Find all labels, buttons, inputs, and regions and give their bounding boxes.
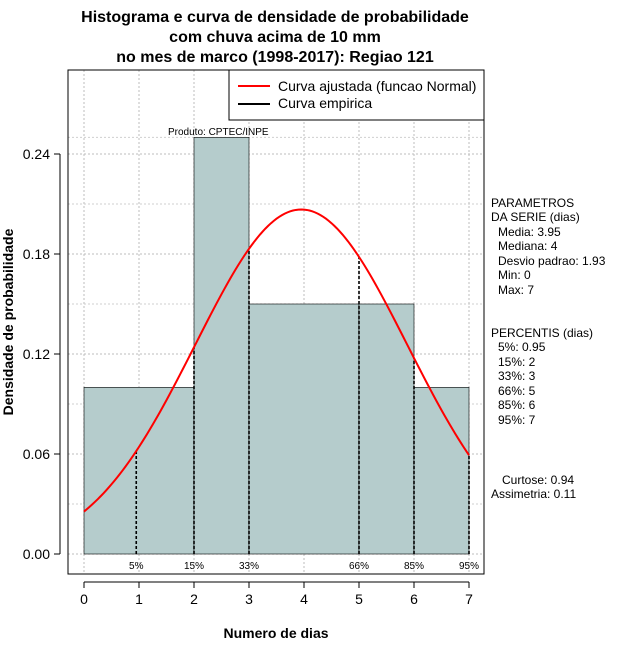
- legend: Curva ajustada (funcao Normal) Curva emp…: [228, 69, 485, 121]
- percentis-header: PERCENTIS (dias): [491, 326, 593, 340]
- chart-title-line-2: com chuva acima de 10 mm: [169, 29, 381, 46]
- assimetria: Assimetria: 0.11: [491, 487, 576, 501]
- percentil-5: 5%: 0.95: [498, 340, 546, 354]
- percentile-lines: 5% 15% 33% 66% 85% 95%: [129, 248, 479, 572]
- axes: 0 1 2 3 4 5 6 7 0.00 0.06 0.12 0.18 0.24: [23, 146, 473, 607]
- y-tick-label-4: 0.24: [23, 146, 50, 162]
- histogram-bar-3: [358, 303, 415, 555]
- param-media: Media: 3.95: [498, 225, 561, 239]
- percentile-label-5: 95%: [459, 561, 479, 572]
- legend-label-empirical: Curva empirica: [278, 95, 372, 111]
- histogram-bars: [83, 137, 470, 555]
- histogram-bar-4: [413, 387, 470, 555]
- x-tick-label-5: 5: [355, 591, 363, 607]
- x-tick-label-6: 6: [410, 591, 418, 607]
- params-header-1: PARAMETROS: [491, 196, 574, 210]
- x-tick-label-4: 4: [300, 591, 308, 607]
- param-min: Min: 0: [498, 268, 531, 282]
- x-axis-title: Numero de dias: [223, 625, 328, 641]
- chart-title-line-1: Histograma e curva de densidade de proba…: [81, 9, 469, 26]
- percentile-label-4: 85%: [404, 561, 424, 572]
- percentile-label-2: 33%: [239, 561, 259, 572]
- legend-box: [228, 69, 485, 121]
- normal-curve-layer: [83, 208, 470, 513]
- x-tick-label-7: 7: [465, 591, 473, 607]
- histogram-bar-1: [193, 137, 250, 555]
- percentile-label-1: 15%: [184, 561, 204, 572]
- curtose: Curtose: 0.94: [502, 473, 574, 487]
- params-header-2: DA SERIE (dias): [491, 210, 580, 224]
- y-axis-title: Densidade de probabilidade: [0, 228, 16, 415]
- percentile-label-3: 66%: [349, 561, 369, 572]
- param-mediana: Mediana: 4: [498, 239, 558, 253]
- percentile-label-0: 5%: [129, 561, 144, 572]
- x-tick-label-2: 2: [190, 591, 198, 607]
- percentil-85: 85%: 6: [498, 398, 536, 412]
- histogram-bar-0: [83, 387, 195, 555]
- y-tick-label-2: 0.12: [23, 346, 50, 362]
- legend-label-normal: Curva ajustada (funcao Normal): [278, 78, 476, 94]
- y-tick-label-3: 0.18: [23, 246, 50, 262]
- histogram-bar-2: [248, 303, 360, 555]
- x-tick-label-1: 1: [135, 591, 143, 607]
- percentil-95: 95%: 7: [498, 413, 536, 427]
- percentil-33: 33%: 3: [498, 369, 536, 383]
- chart-title-line-3: no mes de marco (1998-2017): Regiao 121: [116, 49, 434, 66]
- y-tick-label-0: 0.00: [23, 546, 50, 562]
- y-tick-label-1: 0.06: [23, 446, 50, 462]
- normal-curve: [83, 208, 470, 513]
- percentil-15: 15%: 2: [498, 355, 536, 369]
- x-tick-label-3: 3: [245, 591, 253, 607]
- x-tick-label-0: 0: [80, 591, 88, 607]
- param-desvio: Desvio padrao: 1.93: [498, 254, 606, 268]
- param-max: Max: 7: [498, 283, 534, 297]
- producer-label: Produto: CPTEC/INPE: [168, 127, 269, 138]
- side-panel: PARAMETROS DA SERIE (dias) Media: 3.95 M…: [491, 196, 606, 501]
- percentil-66: 66%: 5: [498, 384, 536, 398]
